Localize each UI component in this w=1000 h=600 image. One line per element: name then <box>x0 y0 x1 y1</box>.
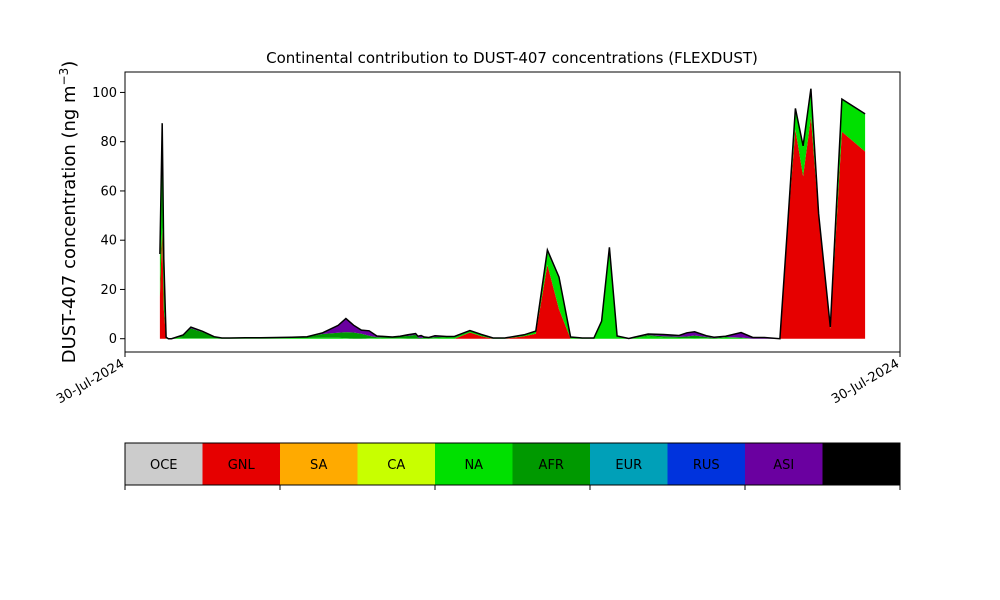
legend-label-afr: AFR <box>539 458 564 473</box>
y-axis-label: DUST-407 concentration (ng m−3) <box>57 61 80 364</box>
x-tick-label: 30-Jul-2024 <box>829 356 902 407</box>
total-outline <box>159 88 866 340</box>
legend-swatch-gnl <box>202 443 281 485</box>
legend-label-aus: AUS <box>848 458 875 473</box>
x-axis: 30-Jul-2024 30-Jul-2024 <box>54 352 902 407</box>
area-ca <box>159 117 866 339</box>
legend-label-eur: EUR <box>615 458 642 473</box>
area-na <box>159 90 866 339</box>
y-tick-label: 60 <box>100 184 117 199</box>
legend-swatch-na <box>435 443 513 485</box>
legend-label-gnl: GNL <box>228 458 256 473</box>
area-aus <box>159 88 866 339</box>
legend-frame <box>124 442 901 486</box>
legend-label-ca: CA <box>387 458 405 473</box>
legend-label-oce: OCE <box>150 458 178 473</box>
y-axis: 0 20 40 60 80 100 <box>92 86 125 347</box>
legend-swatch-rus <box>667 443 746 485</box>
stacked-areas <box>159 88 866 339</box>
y-tick-label: 0 <box>109 332 117 347</box>
legend-label-na: NA <box>464 458 483 473</box>
legend-swatch-eur <box>590 443 668 485</box>
y-tick-label: 20 <box>100 283 117 298</box>
legend: OCE GNL SA CA NA AFR EUR RUS ASI AUS <box>124 442 901 490</box>
y-tick-label: 80 <box>100 135 117 150</box>
y-tick-label: 40 <box>100 234 117 249</box>
y-tick-label: 100 <box>92 86 117 101</box>
legend-swatch-oce <box>125 443 203 485</box>
area-afr <box>159 90 866 339</box>
plot-frame <box>124 71 901 353</box>
legend-swatch-sa <box>280 443 358 485</box>
legend-swatch-aus <box>822 443 901 485</box>
legend-label-sa: SA <box>310 458 327 473</box>
legend-swatch-asi <box>745 443 823 485</box>
area-rus <box>159 90 866 339</box>
legend-swatch-afr <box>512 443 591 485</box>
legend-swatch-ca <box>357 443 436 485</box>
legend-label-rus: RUS <box>693 458 720 473</box>
chart-title: Continental contribution to DUST-407 con… <box>266 49 758 67</box>
legend-label-asi: ASI <box>773 458 794 473</box>
area-asi <box>159 88 866 339</box>
area-gnl <box>159 117 866 339</box>
